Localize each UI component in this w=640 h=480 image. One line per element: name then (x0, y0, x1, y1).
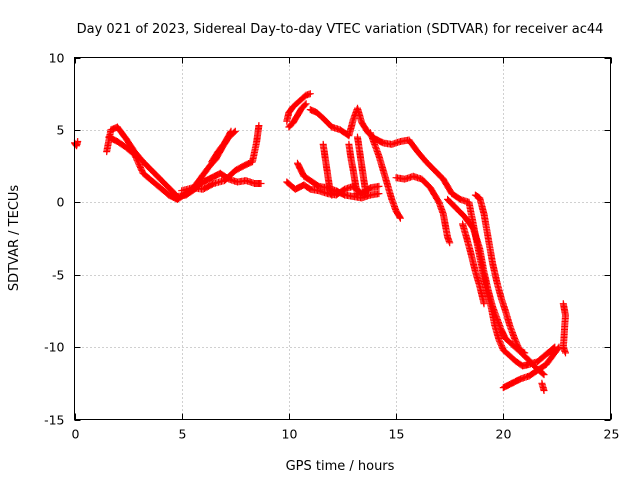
x-axis-label: GPS time / hours (286, 459, 395, 474)
data-trace (345, 140, 361, 199)
data-point-marks (71, 138, 82, 150)
data-point-marks (103, 123, 265, 200)
data-point-marks (354, 133, 370, 199)
data-trace (178, 122, 263, 195)
data-point-marks (499, 343, 563, 392)
data-point-marks (366, 129, 404, 222)
y-tick-label: -10 (44, 340, 64, 355)
data-trace (366, 129, 404, 222)
y-tick-label: 5 (57, 123, 65, 138)
data-point-marks (306, 104, 559, 370)
y-tick-label: 10 (49, 51, 65, 66)
data-trace (471, 191, 548, 379)
data-trace (499, 343, 563, 392)
data-point-marks (444, 195, 529, 357)
chart-title: Day 021 of 2023, Sidereal Day-to-day VTE… (77, 22, 604, 37)
data-trace (392, 172, 454, 247)
data-point-marks (559, 300, 569, 357)
data-trace (306, 104, 559, 370)
x-tick-label: 0 (72, 427, 80, 442)
data-point-marks (283, 90, 314, 125)
data-point-marks (178, 122, 263, 195)
data-point-marks (208, 127, 235, 166)
x-tick-label: 5 (179, 427, 187, 442)
y-tick-label: 0 (57, 195, 65, 210)
data-trace (103, 123, 265, 200)
plot-frame (74, 57, 611, 420)
data-point-marks (392, 172, 454, 247)
data-point-marks (471, 191, 548, 379)
axis-tick-labels: 0 5 10 15 20 25 -15 -10 -5 0 5 10 (44, 51, 619, 442)
data-trace (354, 133, 370, 199)
data-trace (208, 127, 235, 166)
data-trace (285, 100, 310, 131)
data-point-marks (538, 379, 548, 394)
y-axis-label: SDTVAR / TECUs (7, 185, 22, 292)
data-trace (444, 195, 529, 357)
x-tick-label: 20 (496, 427, 512, 442)
data-trace (459, 220, 488, 308)
data-point-marks (319, 140, 336, 199)
x-tick-label: 15 (389, 427, 405, 442)
data-trace (559, 300, 569, 357)
x-tick-label: 10 (282, 427, 298, 442)
y-tick-label: -5 (52, 268, 64, 283)
data-point-marks (459, 220, 488, 308)
axis-ticks (74, 57, 612, 421)
data-trace (538, 379, 548, 394)
x-tick-label: 25 (604, 427, 620, 442)
data-series (71, 90, 569, 394)
data-point-marks (285, 100, 310, 131)
data-trace (71, 138, 82, 150)
data-trace (319, 140, 336, 199)
data-point-marks (345, 140, 361, 199)
data-trace (283, 90, 314, 125)
y-tick-label: -15 (44, 413, 64, 428)
